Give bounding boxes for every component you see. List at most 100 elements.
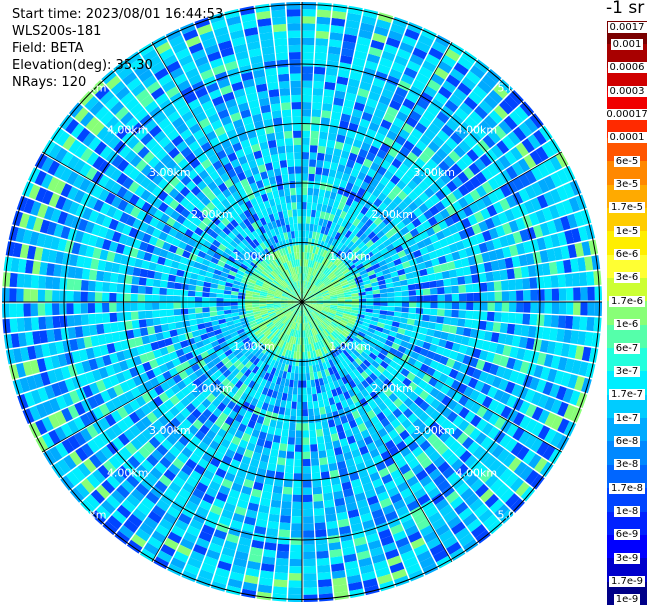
ppi-cell bbox=[344, 296, 352, 300]
ppi-cell bbox=[355, 43, 370, 54]
ppi-cell bbox=[454, 445, 467, 458]
ppi-cell bbox=[286, 152, 294, 160]
ppi-cell bbox=[335, 386, 343, 396]
ppi-cell bbox=[367, 327, 376, 334]
ppi-cell bbox=[448, 224, 459, 235]
ppi-cell bbox=[303, 508, 314, 517]
ppi-cell bbox=[302, 59, 314, 67]
ppi-cell bbox=[174, 401, 186, 412]
ppi-cell bbox=[543, 159, 556, 175]
ppi-cell bbox=[380, 264, 389, 271]
ppi-cell bbox=[291, 329, 295, 337]
ppi-cell bbox=[437, 255, 447, 265]
ppi-cell bbox=[311, 465, 320, 474]
ppi-cell bbox=[473, 292, 481, 302]
ppi-cell bbox=[180, 407, 191, 419]
ppi-cell bbox=[341, 359, 349, 368]
ppi-cell bbox=[152, 197, 163, 209]
ppi-cell bbox=[60, 327, 70, 340]
ppi-cell bbox=[429, 343, 438, 353]
ppi-cell bbox=[467, 441, 480, 455]
ppi-cell bbox=[287, 299, 295, 301]
ppi-cell bbox=[258, 504, 270, 514]
ppi-cell bbox=[211, 398, 222, 408]
ppi-cell bbox=[212, 273, 221, 280]
ppi-cell bbox=[273, 168, 282, 177]
ppi-cell bbox=[418, 411, 430, 423]
ppi-cell bbox=[383, 378, 393, 388]
ppi-cell bbox=[274, 291, 282, 296]
ppi-cell bbox=[396, 221, 406, 231]
ppi-cell bbox=[313, 371, 319, 380]
ppi-cell bbox=[433, 549, 449, 563]
ppi-cell bbox=[325, 67, 338, 77]
ppi-cell bbox=[333, 148, 342, 157]
ppi-cell bbox=[209, 297, 217, 302]
ppi-cell bbox=[335, 193, 343, 202]
ppi-cell bbox=[172, 458, 185, 470]
ppi-cell bbox=[303, 309, 305, 317]
ppi-cell bbox=[91, 369, 102, 382]
ppi-cell bbox=[71, 350, 82, 363]
ppi-cell bbox=[225, 338, 234, 345]
ppi-cell bbox=[452, 403, 464, 415]
ppi-cell bbox=[266, 169, 275, 178]
ppi-cell bbox=[473, 211, 485, 223]
ppi-cell bbox=[303, 523, 314, 531]
ppi-cell bbox=[315, 349, 320, 358]
ppi-cell bbox=[297, 394, 302, 403]
ppi-cell bbox=[344, 357, 352, 366]
ppi-cell bbox=[261, 337, 269, 345]
ppi-cell bbox=[136, 433, 149, 446]
ppi-cell bbox=[282, 371, 288, 379]
ppi-cell bbox=[391, 61, 406, 74]
ppi-cell bbox=[290, 544, 302, 552]
ppi-cell bbox=[373, 515, 387, 526]
ppi-cell bbox=[293, 337, 297, 345]
ppi-cell bbox=[277, 66, 289, 75]
ppi-cell bbox=[368, 46, 383, 57]
ppi-cell bbox=[307, 305, 314, 311]
ppi-cell bbox=[358, 29, 373, 40]
ppi-cell bbox=[310, 275, 315, 283]
ppi-cell bbox=[451, 458, 464, 472]
ppi-cell bbox=[276, 354, 282, 362]
ppi-cell bbox=[85, 245, 95, 258]
ppi-cell bbox=[327, 132, 337, 142]
ppi-cell bbox=[469, 65, 486, 79]
ppi-cell bbox=[323, 398, 330, 407]
ppi-cell bbox=[290, 305, 297, 311]
ppi-cell bbox=[305, 330, 308, 338]
ppi-cell bbox=[182, 376, 193, 386]
ppi-cell bbox=[267, 323, 275, 329]
ppi-cell bbox=[436, 111, 450, 124]
ppi-cell bbox=[104, 261, 114, 272]
ppi-cell bbox=[544, 428, 557, 444]
ppi-cell bbox=[304, 252, 307, 260]
ppi-cell bbox=[387, 306, 395, 312]
ppi-cell bbox=[293, 223, 298, 231]
ppi-cell bbox=[398, 274, 407, 281]
ppi-cell bbox=[202, 292, 210, 298]
ppi-cell bbox=[329, 254, 336, 262]
ppi-cell bbox=[73, 159, 86, 174]
ppi-cell bbox=[451, 309, 459, 318]
ppi-cell bbox=[260, 291, 268, 295]
ppi-cell bbox=[170, 384, 181, 395]
ppi-cell bbox=[508, 220, 519, 233]
ppi-cell bbox=[71, 242, 81, 255]
ppi-cell bbox=[181, 386, 191, 397]
ppi-cell bbox=[98, 417, 111, 431]
ppi-cell bbox=[308, 274, 313, 282]
ppi-cell bbox=[23, 317, 33, 332]
ppi-cell bbox=[312, 311, 318, 318]
ppi-cell bbox=[411, 174, 423, 186]
ppi-cell bbox=[92, 406, 105, 420]
ppi-cell bbox=[303, 273, 305, 281]
ppi-cell bbox=[145, 318, 154, 327]
ppi-cell bbox=[387, 335, 396, 343]
ppi-cell bbox=[219, 341, 228, 349]
ppi-cell bbox=[259, 293, 267, 297]
ppi-cell bbox=[50, 236, 61, 250]
ppi-cell bbox=[543, 191, 555, 206]
